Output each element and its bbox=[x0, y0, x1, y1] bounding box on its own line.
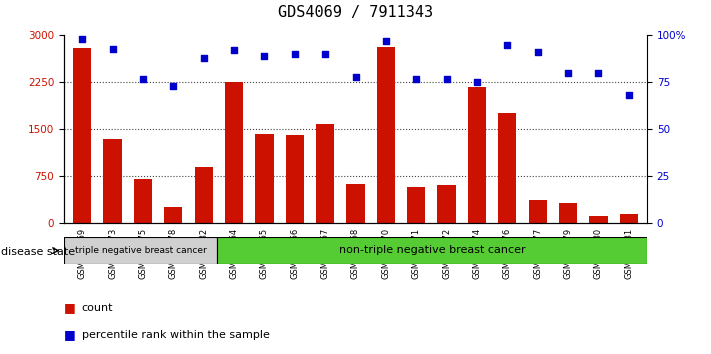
Bar bbox=[316, 124, 334, 223]
Bar bbox=[225, 82, 243, 223]
Bar bbox=[104, 139, 122, 223]
Text: count: count bbox=[82, 303, 113, 313]
Bar bbox=[195, 167, 213, 223]
Point bbox=[380, 38, 392, 44]
Point bbox=[593, 70, 604, 76]
Text: ■: ■ bbox=[64, 302, 76, 314]
Text: triple negative breast cancer: triple negative breast cancer bbox=[75, 246, 207, 255]
Bar bbox=[589, 216, 607, 223]
Text: GDS4069 / 7911343: GDS4069 / 7911343 bbox=[278, 5, 433, 20]
Bar bbox=[134, 179, 152, 223]
Bar bbox=[498, 113, 516, 223]
Point bbox=[259, 53, 270, 59]
Point bbox=[289, 51, 301, 57]
Bar bbox=[620, 214, 638, 223]
Text: percentile rank within the sample: percentile rank within the sample bbox=[82, 330, 269, 339]
Text: non-triple negative breast cancer: non-triple negative breast cancer bbox=[339, 245, 525, 256]
Point bbox=[441, 76, 452, 81]
Bar bbox=[64, 237, 218, 264]
Point bbox=[410, 76, 422, 81]
Bar bbox=[255, 133, 274, 223]
Bar bbox=[437, 185, 456, 223]
Point bbox=[502, 42, 513, 47]
Point bbox=[168, 83, 179, 89]
Point bbox=[471, 79, 483, 85]
Bar bbox=[346, 184, 365, 223]
Point bbox=[532, 50, 543, 55]
Point bbox=[107, 46, 118, 51]
Point bbox=[77, 36, 88, 42]
Bar bbox=[407, 187, 425, 223]
Point bbox=[198, 55, 209, 61]
Point bbox=[562, 70, 574, 76]
Bar bbox=[164, 207, 183, 223]
Bar bbox=[286, 135, 304, 223]
Point bbox=[319, 51, 331, 57]
Text: disease state: disease state bbox=[1, 247, 75, 257]
Bar bbox=[218, 237, 647, 264]
Bar bbox=[468, 87, 486, 223]
Point bbox=[623, 93, 634, 98]
Point bbox=[350, 74, 361, 80]
Bar bbox=[528, 200, 547, 223]
Point bbox=[228, 47, 240, 53]
Bar bbox=[377, 47, 395, 223]
Bar bbox=[73, 48, 91, 223]
Text: ■: ■ bbox=[64, 328, 76, 341]
Point bbox=[137, 76, 149, 81]
Bar bbox=[559, 203, 577, 223]
